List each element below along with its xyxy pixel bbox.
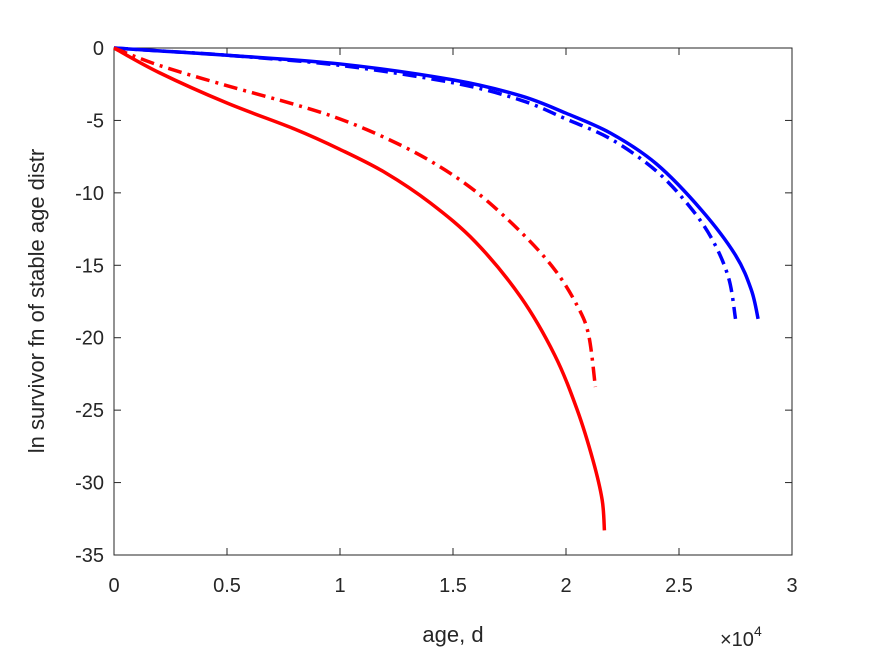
- x-axis-label: age, d: [422, 622, 483, 647]
- series-line-1: [113, 46, 760, 320]
- x-multiplier-label: ×104: [720, 623, 762, 651]
- plot-area: [113, 47, 793, 556]
- y-tick-label: -35: [75, 545, 104, 567]
- x-tick-label: 3: [786, 575, 797, 597]
- x-tick-label: 0: [108, 575, 119, 597]
- series-line-4: [113, 46, 607, 531]
- y-tick-label: 0: [93, 38, 104, 60]
- series-line-2: [113, 46, 738, 320]
- x-tick-label: 2.5: [665, 575, 693, 597]
- x-tick-label: 1.5: [439, 575, 467, 597]
- y-axis-label: ln survivor fn of stable age distr: [24, 149, 49, 453]
- ticks: [113, 47, 793, 556]
- series-line-3: [113, 46, 598, 388]
- x-multiplier-base: ×10: [720, 629, 754, 651]
- x-multiplier-exponent: 4: [754, 623, 762, 639]
- x-tick-label: 1: [334, 575, 345, 597]
- y-tick-label: -5: [86, 110, 104, 132]
- y-tick-label: -15: [75, 255, 104, 277]
- x-tick-label: 2: [560, 575, 571, 597]
- x-tick-label: 0.5: [213, 575, 241, 597]
- tick-labels: 0 0.5 1 1.5 2 2.5 3 0 -5 -10 -15 -20 -25 -30 -35: [75, 38, 797, 597]
- y-tick-label: -10: [75, 183, 104, 205]
- y-tick-label: -30: [75, 473, 104, 495]
- series-layer: [113, 46, 760, 531]
- y-tick-label: -20: [75, 328, 104, 350]
- y-tick-label: -25: [75, 400, 104, 422]
